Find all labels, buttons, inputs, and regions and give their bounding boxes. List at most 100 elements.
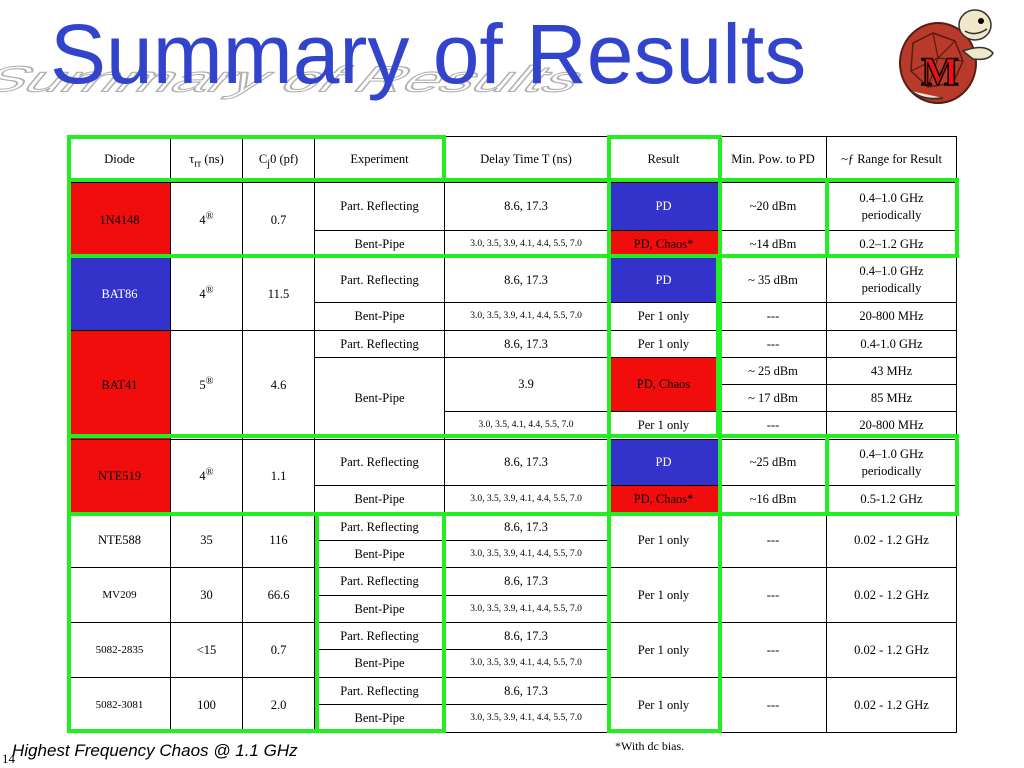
result-cell: PD — [607, 182, 720, 231]
header-cj: Cj0 (pf) — [242, 136, 315, 183]
min-pow-cell: ~ 17 dBm — [719, 384, 827, 412]
trr-mark: ® — [205, 284, 214, 296]
trr-value: <15 — [170, 622, 243, 678]
cj-value: 0.7 — [242, 182, 315, 258]
min-pow-cell: --- — [719, 622, 827, 678]
min-pow-cell: ~ 35 dBm — [719, 257, 827, 303]
experiment-cell: Bent-Pipe — [314, 649, 445, 678]
header-result: Result — [607, 136, 720, 183]
min-pow-cell: --- — [719, 302, 827, 331]
min-pow-cell: --- — [719, 411, 827, 440]
range-cell: 0.4–1.0 GHz periodically — [826, 257, 957, 303]
experiment-cell: Part. Reflecting — [314, 439, 445, 486]
footnote: *With dc bias. — [615, 739, 685, 753]
experiment-cell: Part. Reflecting — [314, 622, 445, 650]
delay-cell: 3.0, 3.5, 3.9, 4.1, 4.4, 5.5, 7.0 — [444, 485, 608, 514]
range-cell: 0.02 - 1.2 GHz — [826, 677, 957, 733]
delay-cell: 3.0, 3.5, 3.9, 4.1, 4.4, 5.5, 7.0 — [444, 595, 608, 623]
result-cell: Per 1 only — [607, 302, 720, 331]
table-row: 5082-3081 100 2.0 Part. Reflecting 8.6, … — [68, 677, 957, 733]
result-cell: Per 1 only — [607, 330, 720, 358]
delay-cell: 8.6, 17.3 — [444, 439, 608, 486]
result-cell: PD, Chaos* — [607, 230, 720, 258]
diode-name: 1N4148 — [68, 182, 171, 258]
maryland-terrapin-logo: M — [899, 9, 994, 104]
delay-cell: 8.6, 17.3 — [444, 622, 608, 650]
min-pow-cell: ~14 dBm — [719, 230, 827, 258]
experiment-cell: Part. Reflecting — [314, 257, 445, 303]
delay-cell: 8.6, 17.3 — [444, 330, 608, 358]
cj-subscript: j — [267, 158, 271, 170]
header-trr: τrr (ns) — [170, 136, 243, 183]
table-row: ~ 17 dBm 85 MHz — [69, 384, 957, 412]
range-cell: 0.02 - 1.2 GHz — [826, 513, 957, 568]
min-pow-cell: --- — [719, 330, 827, 358]
cj-value: 11.5 — [242, 257, 315, 331]
range-cell: 0.4-1.0 GHz — [826, 330, 957, 358]
cj-symbol: C — [258, 152, 268, 167]
delay-cell: 8.6, 17.3 — [444, 182, 608, 231]
trr-unit: (ns) — [201, 152, 224, 167]
cj-value: 4.6 — [242, 330, 315, 440]
diode-name: 5082-3081 — [68, 677, 171, 733]
experiment-cell: Part. Reflecting — [314, 182, 445, 231]
min-pow-cell: ~20 dBm — [719, 182, 827, 231]
table-row: BAT86 4® 11.5 Part. Reflecting 8.6, 17.3… — [68, 257, 957, 331]
experiment-cell: Bent-Pipe — [314, 357, 445, 440]
table-row: NTE588 35 116 Part. Reflecting 8.6, 17.3… — [68, 513, 957, 568]
table-row: 5082-2835 <15 0.7 Part. Reflecting 8.6, … — [68, 622, 957, 678]
experiment-cell: Part. Reflecting — [314, 330, 445, 358]
table-row: Bent-Pipe 3.0, 3.5, 3.9, 4.1, 4.4, 5.5, … — [69, 485, 957, 514]
range-cell: 85 MHz — [826, 384, 957, 412]
delay-cell: 3.0, 3.5, 3.9, 4.1, 4.4, 5.5, 7.0 — [444, 302, 608, 331]
result-cell: PD, Chaos — [607, 357, 720, 412]
trr-value: 30 — [170, 567, 243, 623]
range-cell: 20-800 MHz — [826, 302, 957, 331]
result-cell: PD, Chaos* — [607, 485, 720, 514]
range-cell: 0.4–1.0 GHz periodically — [826, 439, 957, 486]
header-experiment: Experiment — [314, 136, 445, 183]
table-row: Bent-Pipe 3.0, 3.5, 3.9, 4.1, 4.4, 5.5, … — [69, 595, 957, 623]
delay-cell: 3.9 — [444, 357, 608, 412]
table-row: 1N4148 4® 0.7 Part. Reflecting 8.6, 17.3… — [68, 182, 957, 258]
header-range: ~ƒ Range for Result — [826, 136, 957, 183]
experiment-cell: Bent-Pipe — [314, 704, 445, 733]
slide-title: Summary of Results — [50, 7, 807, 101]
min-pow-cell: --- — [719, 567, 827, 623]
min-pow-cell: ~25 dBm — [719, 439, 827, 486]
experiment-cell: Bent-Pipe — [314, 485, 445, 514]
range-cell: 0.5-1.2 GHz — [826, 485, 957, 514]
delay-cell: 8.6, 17.3 — [444, 257, 608, 303]
delay-cell: 8.6, 17.3 — [444, 677, 608, 705]
header-diode: Diode — [68, 136, 171, 183]
header-min-pow: Min. Pow. to PD — [719, 136, 827, 183]
results-table: Diode τrr (ns) Cj0 (pf) Experiment Delay… — [68, 136, 957, 733]
trr-value: 5® — [170, 330, 243, 440]
experiment-cell: Part. Reflecting — [314, 513, 445, 541]
range-cell: 0.2–1.2 GHz — [826, 230, 957, 258]
table-row: Bent-Pipe 3.9 PD, Chaos ~ 25 dBm 43 MHz — [69, 357, 957, 440]
experiment-cell: Bent-Pipe — [314, 302, 445, 331]
trr-value: 4® — [170, 439, 243, 514]
cj-value: 0.7 — [242, 622, 315, 678]
cj-value: 1.1 — [242, 439, 315, 514]
diode-name: NTE519 — [68, 439, 171, 514]
trr-value: 35 — [170, 513, 243, 568]
diode-name: 5082-2835 — [68, 622, 171, 678]
diode-name: BAT41 — [68, 330, 171, 440]
diode-name: MV209 — [68, 567, 171, 623]
range-cell: 0.4–1.0 GHz periodically — [826, 182, 957, 231]
experiment-cell: Part. Reflecting — [314, 567, 445, 596]
trr-symbol: τ — [189, 152, 195, 167]
trr-value: 100 — [170, 677, 243, 733]
result-cell: PD — [607, 257, 720, 303]
experiment-cell: Part. Reflecting — [314, 677, 445, 705]
trr-mark: ® — [205, 375, 214, 387]
header-row: Diode τrr (ns) Cj0 (pf) Experiment Delay… — [68, 136, 957, 183]
experiment-cell: Bent-Pipe — [314, 595, 445, 623]
table-row: MV209 30 66.6 Part. Reflecting 8.6, 17.3… — [68, 567, 957, 623]
result-cell: Per 1 only — [607, 622, 720, 678]
trr-value: 4® — [170, 182, 243, 258]
delay-cell: 3.0, 3.5, 4.1, 4.4, 5.5, 7.0 — [444, 411, 608, 440]
delay-cell: 3.0, 3.5, 3.9, 4.1, 4.4, 5.5, 7.0 — [444, 704, 608, 733]
